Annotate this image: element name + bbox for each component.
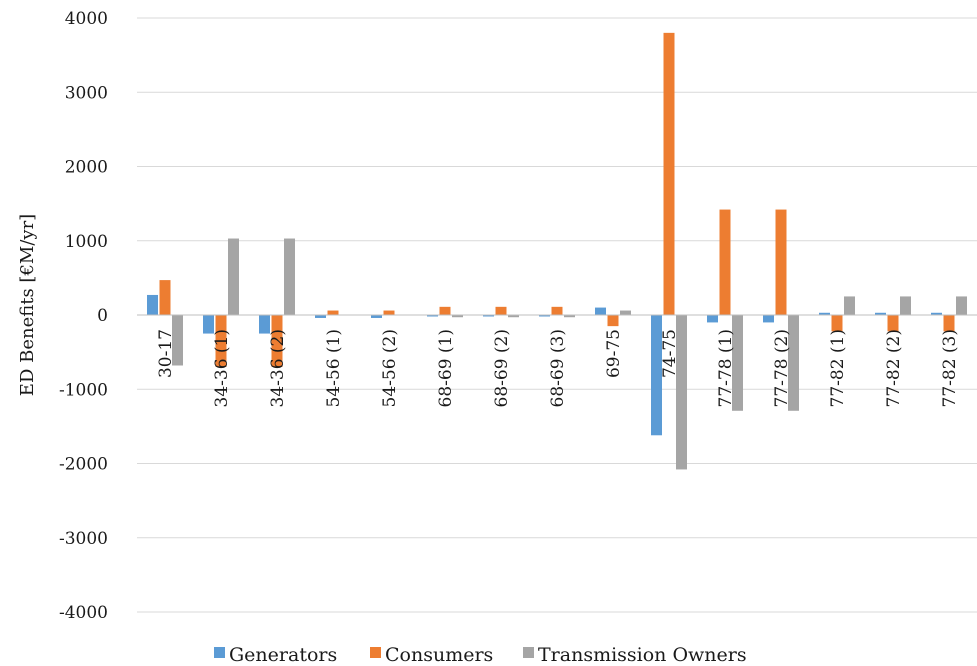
y-tick-label: 2000 [65, 158, 108, 178]
x-tick-labels: 30-17 34-36 (1) 34-36 (2) 54-56 (1) 54-56 (2… [156, 329, 960, 408]
y-tick-label: 0 [97, 306, 108, 326]
x-tick-label: 77-82 (2) [884, 329, 904, 408]
bar-generators [595, 307, 606, 315]
y-tick-label: 4000 [65, 9, 108, 29]
x-tick-label: 34-36 (2) [268, 329, 288, 408]
y-tick-label: -2000 [59, 455, 108, 475]
legend-label: Generators [229, 644, 337, 666]
bar-transmission-owners [284, 238, 295, 315]
x-tick-label: 77-82 (3) [940, 329, 960, 408]
legend: Generators Consumers Transmission Owners [214, 644, 747, 666]
bar-consumers [607, 315, 619, 327]
bar-generators [203, 315, 214, 334]
bar-consumers [271, 315, 283, 367]
x-tick-label: 34-36 (1) [212, 329, 232, 408]
y-tick-label: 3000 [65, 83, 108, 103]
legend-swatch [523, 647, 534, 658]
bar-generators [763, 315, 774, 323]
bar-consumers [439, 306, 451, 315]
bar-generators [427, 315, 438, 317]
bar-transmission-owners [172, 315, 183, 366]
x-tick-label: 30-17 [156, 329, 176, 378]
y-tick-label: -1000 [59, 380, 108, 400]
x-tick-label: 74-75 [660, 329, 680, 378]
bar-consumers [887, 315, 899, 332]
legend-label: Transmission Owners [538, 644, 747, 666]
bar-consumers [719, 209, 731, 315]
bar-generators [483, 315, 494, 317]
bar-consumers [663, 32, 675, 315]
bar-transmission-owners [620, 310, 631, 315]
y-tick-labels: 4000 3000 2000 1000 0 -1000 -2000 -3000 -4000 [59, 9, 108, 623]
bar-generators [147, 294, 158, 315]
y-tick-label: 1000 [65, 232, 108, 252]
legend-label: Consumers [385, 644, 493, 666]
x-tick-label: 68-69 (3) [548, 329, 568, 408]
bar-consumers [831, 315, 843, 332]
bar-consumers [383, 310, 395, 315]
bar-consumers [775, 209, 787, 315]
bar-consumers [159, 280, 171, 315]
bar-transmission-owners [732, 315, 743, 411]
bar-transmission-owners [676, 315, 687, 470]
x-tick-label: 54-56 (2) [380, 329, 400, 408]
y-tick-label: -4000 [59, 603, 108, 623]
bar-transmission-owners [844, 296, 855, 315]
x-tick-label: 68-69 (2) [492, 329, 512, 408]
legend-swatch [214, 647, 225, 658]
bar-generators [651, 315, 662, 436]
bar-generators [539, 315, 550, 317]
bar-generators [259, 315, 270, 334]
bar-generators [819, 312, 830, 315]
x-tick-label: 68-69 (1) [436, 329, 456, 408]
x-tick-label: 77-78 (2) [772, 329, 792, 408]
bar-transmission-owners [956, 296, 967, 315]
bar-transmission-owners [900, 296, 911, 315]
x-tick-label: 77-82 (1) [828, 329, 848, 408]
bar-generators [707, 315, 718, 323]
bar-consumers [943, 315, 955, 332]
bar-generators [315, 315, 326, 318]
bar-consumers [551, 306, 563, 315]
y-tick-label: -3000 [59, 529, 108, 549]
y-axis-label: ED Benefits [€M/yr] [17, 214, 38, 396]
bar-generators [931, 312, 942, 315]
bar-transmission-owners [452, 315, 463, 318]
bar-generators [875, 312, 886, 315]
bar-transmission-owners [564, 315, 575, 318]
x-tick-label: 54-56 (1) [324, 329, 344, 408]
bar-consumers [327, 310, 339, 315]
bar-transmission-owners [788, 315, 799, 411]
x-tick-label: 69-75 [604, 329, 624, 378]
bar-transmission-owners [228, 238, 239, 315]
bar-generators [371, 315, 382, 318]
bar-transmission-owners [508, 315, 519, 318]
bar-consumers [215, 315, 227, 367]
bars [147, 32, 967, 470]
bar-consumers [495, 306, 507, 315]
x-tick-label: 77-78 (1) [716, 329, 736, 408]
legend-swatch [370, 647, 381, 658]
